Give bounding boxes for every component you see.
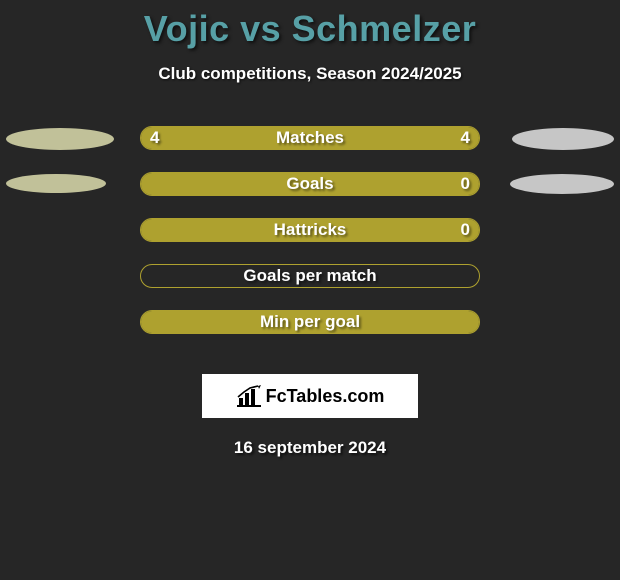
blob-left (6, 128, 114, 150)
bar-label: Matches (141, 127, 479, 149)
bar-container: Matches (140, 126, 480, 150)
stat-rows: Matches 4 4 Goals 0 Hattricks 0 Goals pe… (0, 126, 620, 356)
bar-label: Hattricks (141, 219, 479, 241)
bar-container: Goals per match (140, 264, 480, 288)
bar-container: Hattricks (140, 218, 480, 242)
bar-label: Goals (141, 173, 479, 195)
stat-row: Min per goal (0, 310, 620, 356)
date-text: 16 september 2024 (0, 438, 620, 458)
logo: FcTables.com (236, 385, 385, 407)
blob-left (6, 174, 106, 193)
value-left: 4 (150, 126, 159, 150)
bar-label: Goals per match (141, 265, 479, 287)
value-right: 4 (461, 126, 470, 150)
stat-row: Hattricks 0 (0, 218, 620, 264)
logo-box: FcTables.com (202, 374, 418, 418)
bar-label: Min per goal (141, 311, 479, 333)
blob-right (510, 174, 614, 194)
value-right: 0 (461, 172, 470, 196)
logo-text: FcTables.com (266, 386, 385, 407)
value-right: 0 (461, 218, 470, 242)
stat-row: Matches 4 4 (0, 126, 620, 172)
chart-bars-icon (236, 385, 262, 407)
stat-row: Goals per match (0, 264, 620, 310)
page-title: Vojic vs Schmelzer (0, 0, 620, 50)
bar-container: Goals (140, 172, 480, 196)
blob-right (512, 128, 614, 150)
stat-row: Goals 0 (0, 172, 620, 218)
bar-container: Min per goal (140, 310, 480, 334)
page-subtitle: Club competitions, Season 2024/2025 (0, 64, 620, 84)
